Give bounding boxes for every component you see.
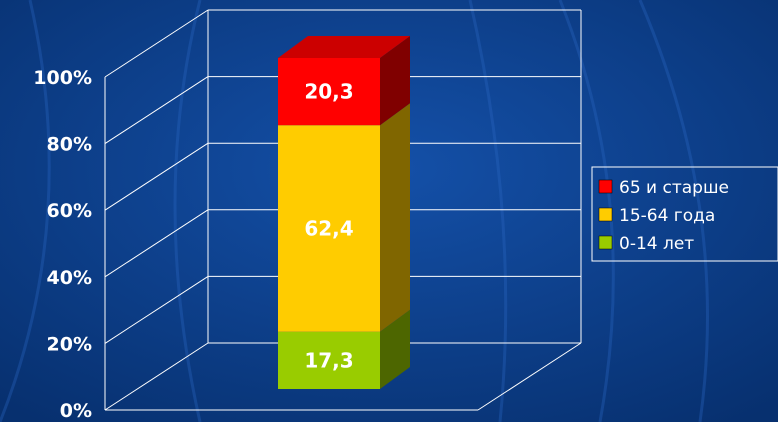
y-axis-ticks: 0% 20% 40% 60% 80% 100%	[33, 67, 92, 422]
data-label: 62,4	[304, 216, 353, 240]
data-label: 17,3	[304, 348, 353, 372]
background-arcs	[0, 0, 709, 422]
y-tick-label: 0%	[60, 400, 92, 422]
gridline-side	[104, 209, 209, 278]
data-label: 20,3	[304, 80, 353, 104]
background-arc	[558, 0, 615, 422]
gridline-side	[104, 342, 209, 411]
bar-top	[278, 36, 410, 58]
gridline-side	[104, 76, 209, 145]
y-tick-label: 20%	[47, 333, 92, 355]
background-arc	[638, 0, 709, 422]
gridline-side	[104, 142, 209, 211]
bar-segment-1: 62,4	[278, 103, 410, 332]
bar-segment-2: 20,3	[278, 36, 410, 126]
legend-label: 65 и старше	[619, 178, 729, 198]
y-tick-label: 60%	[47, 200, 92, 222]
bar-front	[278, 331, 380, 389]
bar-side	[380, 103, 410, 332]
legend-label: 0-14 лет	[619, 234, 694, 254]
bars: 17,3 62,4 20,3	[278, 36, 410, 389]
legend: 65 и старше 15-64 года 0-14 лет	[591, 166, 778, 262]
legend-swatch	[598, 235, 613, 250]
floor-right-edge	[477, 342, 582, 411]
background-arc	[468, 0, 508, 422]
bar-front	[278, 125, 380, 332]
bar-segment-0: 17,3	[278, 309, 410, 389]
legend-swatch	[598, 207, 613, 222]
gridline-side	[104, 275, 209, 344]
bar-front	[278, 58, 380, 126]
legend-box	[591, 166, 778, 262]
y-tick-label: 40%	[47, 267, 92, 289]
background-arc	[173, 0, 202, 422]
y-tick-label: 100%	[33, 67, 92, 89]
y-tick-label: 80%	[47, 134, 92, 156]
gridline-side	[104, 9, 209, 78]
background-arc	[0, 0, 51, 422]
legend-swatch	[598, 179, 613, 194]
legend-label: 15-64 года	[619, 206, 715, 226]
bar-side	[380, 309, 410, 389]
bar-side	[380, 36, 410, 126]
